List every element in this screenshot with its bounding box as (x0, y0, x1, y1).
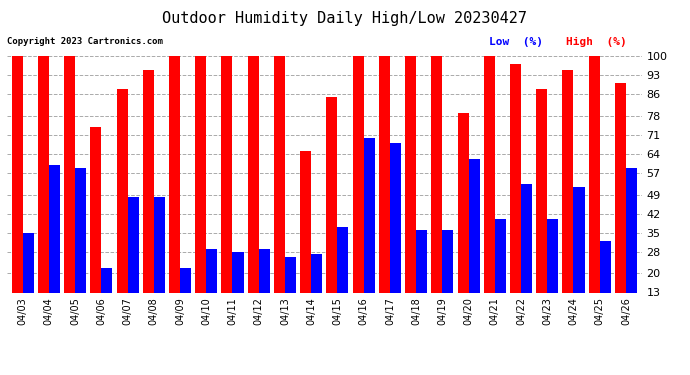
Bar (259, 249, 270, 292)
Bar (573, 187, 584, 292)
Bar (117, 89, 128, 292)
Bar (353, 56, 364, 292)
Bar (589, 56, 600, 292)
Bar (75, 168, 86, 292)
Bar (484, 56, 495, 292)
Bar (457, 113, 469, 292)
Bar (547, 219, 558, 292)
Bar (233, 252, 244, 292)
Bar (326, 97, 337, 292)
Bar (90, 127, 101, 292)
Text: Copyright 2023 Cartronics.com: Copyright 2023 Cartronics.com (7, 38, 163, 46)
Bar (300, 151, 311, 292)
Bar (521, 184, 532, 292)
Bar (101, 268, 112, 292)
Bar (626, 168, 637, 292)
Bar (23, 233, 34, 292)
Text: Low  (%): Low (%) (489, 38, 543, 47)
Bar (337, 227, 348, 292)
Bar (536, 89, 547, 292)
Bar (600, 241, 611, 292)
Bar (562, 70, 573, 292)
Bar (38, 56, 49, 292)
Bar (364, 138, 375, 292)
Bar (128, 198, 139, 292)
Bar (416, 230, 427, 292)
Bar (274, 56, 285, 292)
Bar (311, 255, 322, 292)
Bar (442, 230, 453, 292)
Bar (206, 249, 217, 292)
Bar (143, 70, 154, 292)
Bar (221, 56, 233, 292)
Bar (64, 56, 75, 292)
Bar (469, 159, 480, 292)
Bar (285, 257, 296, 292)
Text: High  (%): High (%) (566, 38, 627, 47)
Bar (495, 219, 506, 292)
Bar (49, 165, 60, 292)
Bar (248, 56, 259, 292)
Bar (180, 268, 191, 292)
Bar (431, 56, 442, 292)
Bar (154, 198, 165, 292)
Bar (379, 56, 390, 292)
Bar (12, 56, 23, 292)
Bar (195, 56, 206, 292)
Bar (405, 56, 416, 292)
Text: Outdoor Humidity Daily High/Low 20230427: Outdoor Humidity Daily High/Low 20230427 (163, 11, 527, 26)
Bar (510, 64, 521, 292)
Bar (615, 83, 626, 292)
Bar (390, 143, 401, 292)
Bar (169, 56, 180, 292)
